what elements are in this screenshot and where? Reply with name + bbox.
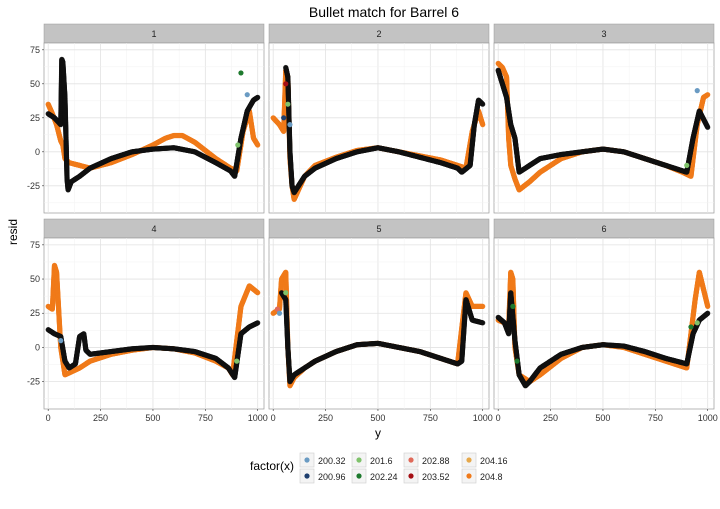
y-tick-label: -25	[27, 181, 40, 191]
y-tick-label: 0	[35, 147, 40, 157]
facet-label-1: 1	[151, 29, 156, 39]
panel-background-3	[494, 43, 714, 213]
facet-label-3: 3	[601, 29, 606, 39]
y-tick-label: 75	[30, 45, 40, 55]
facet-panel-1: 1 -25 0 25 50 75	[27, 24, 264, 213]
point-extra	[281, 115, 286, 120]
facet-panel-2: 2	[269, 24, 489, 213]
y-tick-label: 25	[30, 113, 40, 123]
y-tick-label: 50	[30, 79, 40, 89]
point-extra	[283, 81, 288, 86]
facet-label-2: 2	[376, 29, 381, 39]
point-black	[705, 125, 710, 130]
point-black	[480, 102, 485, 107]
point-extra	[287, 122, 292, 127]
point-black	[255, 95, 260, 100]
point-extra	[235, 142, 240, 147]
point-extra	[695, 88, 700, 93]
point-extra	[285, 102, 290, 107]
point-extra	[684, 163, 689, 168]
panel-background-4	[44, 238, 264, 409]
facet-label-4: 4	[151, 224, 156, 234]
panel-background-1	[44, 43, 264, 213]
point-orange	[705, 92, 710, 97]
chart-title: Bullet match for Barrel 6	[309, 4, 459, 20]
point-extra	[245, 92, 250, 97]
point-extra	[238, 70, 243, 75]
facet-panel-3: 3	[494, 24, 714, 213]
point-orange	[255, 142, 260, 147]
point-orange	[480, 122, 485, 127]
